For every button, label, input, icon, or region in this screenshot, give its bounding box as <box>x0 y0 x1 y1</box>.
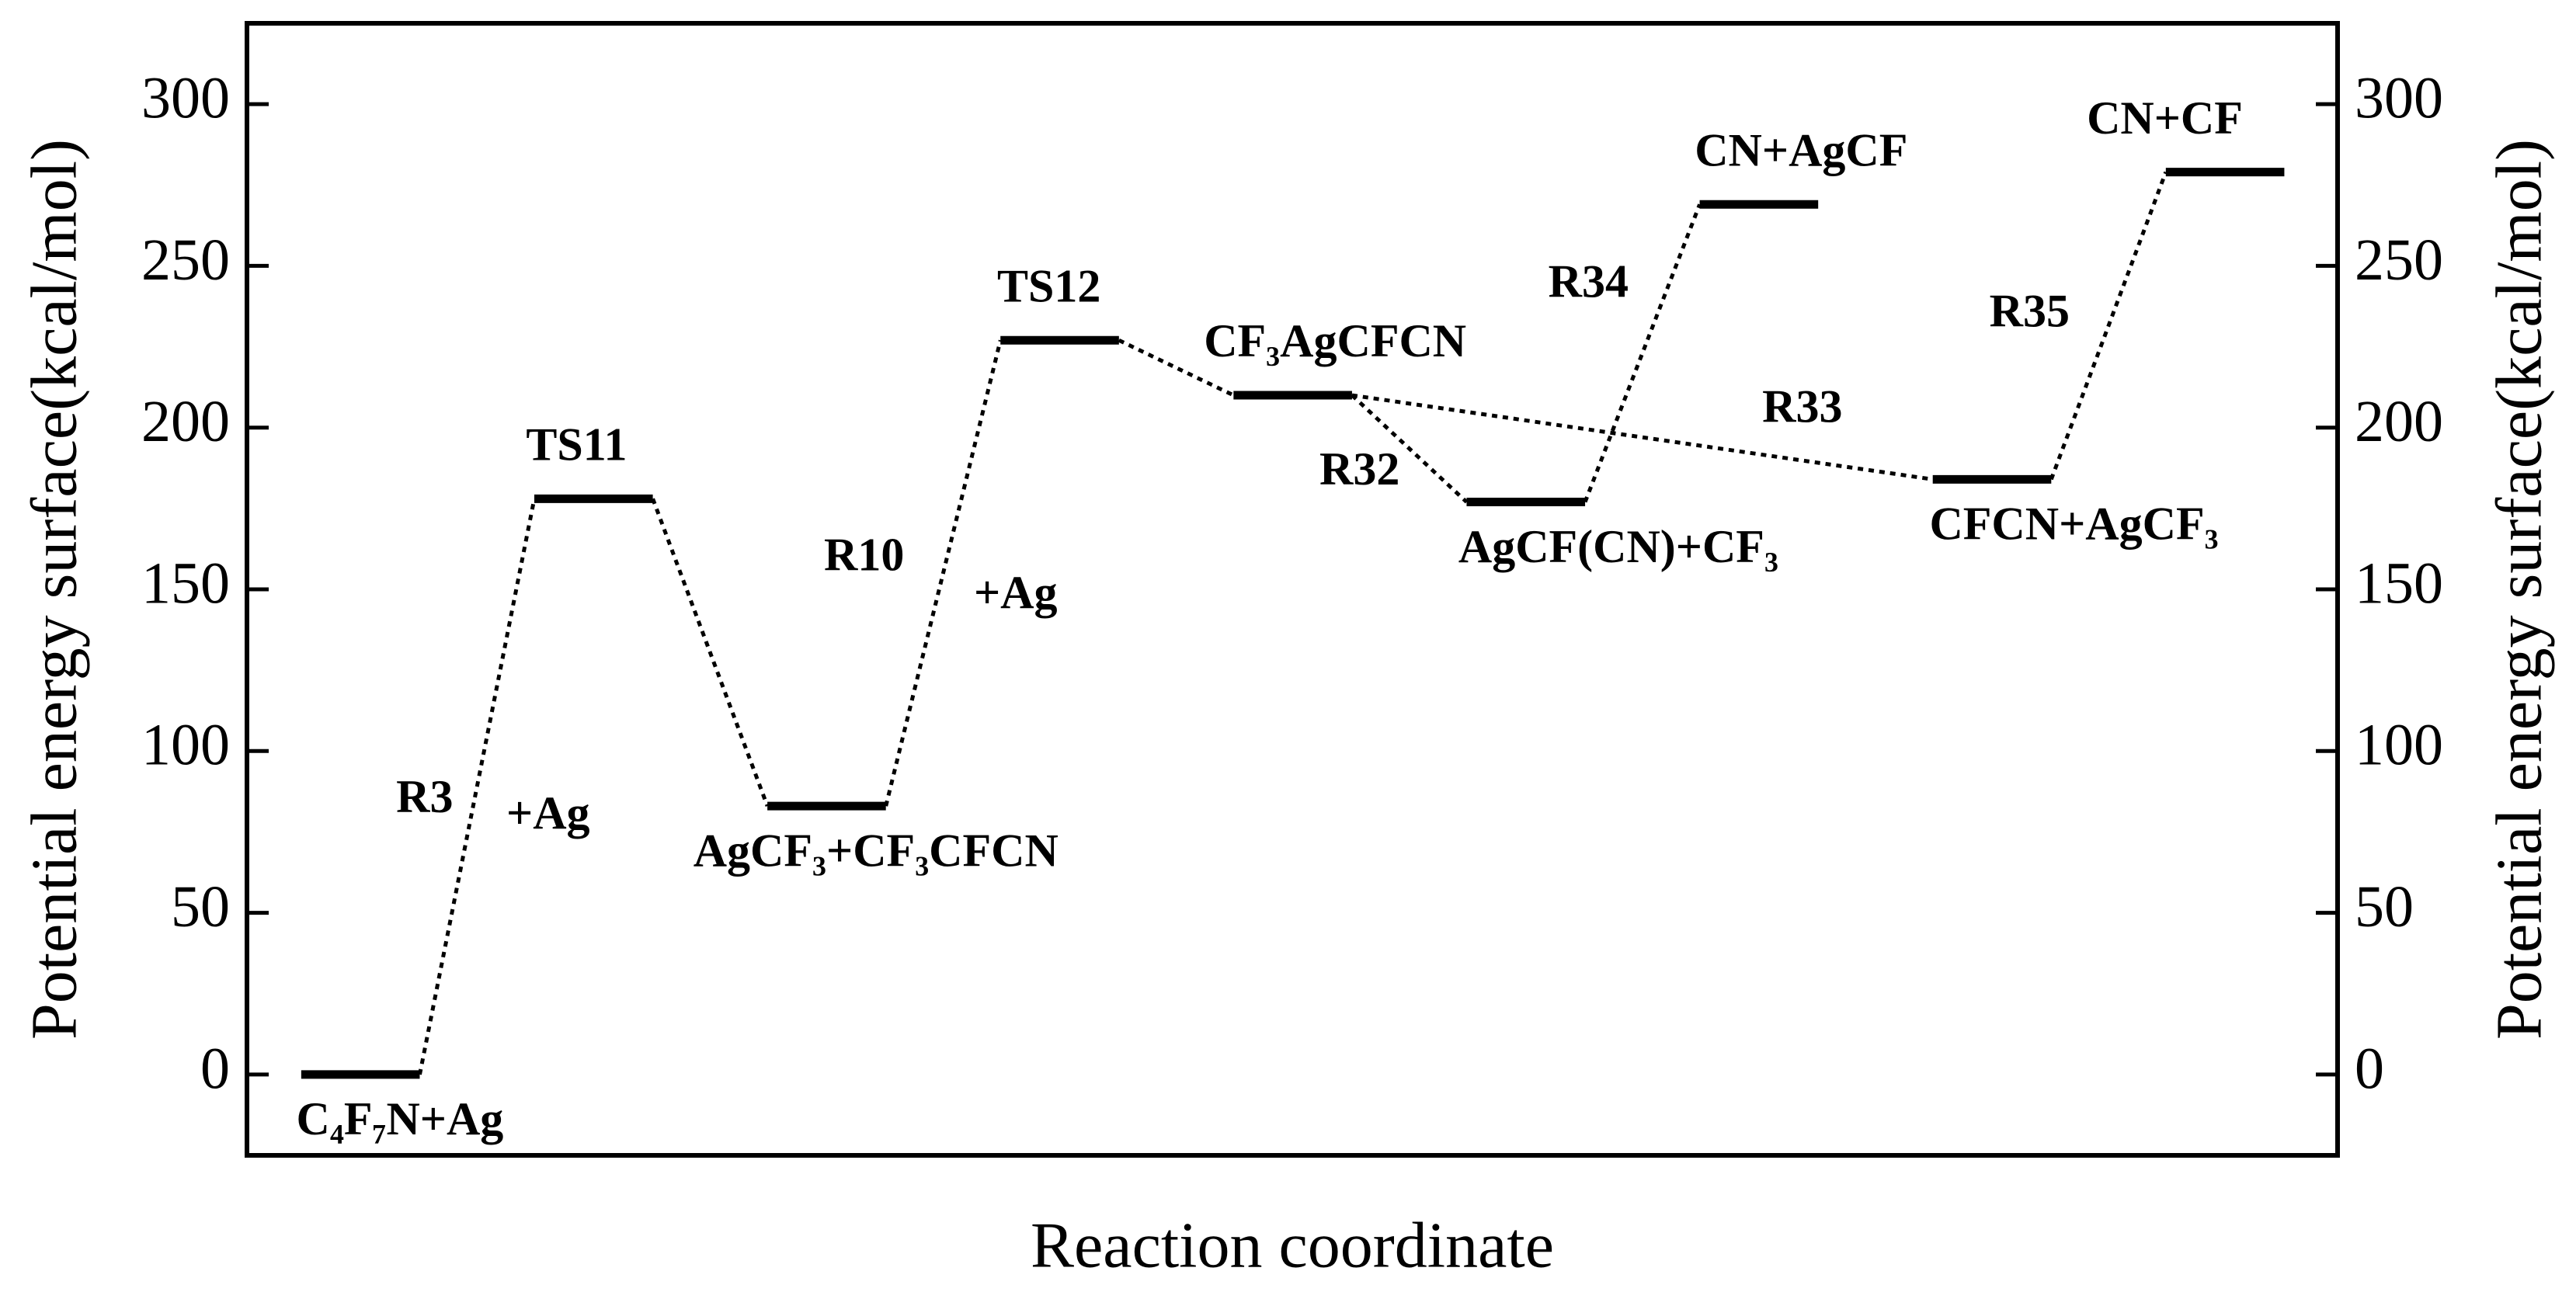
connector <box>1583 203 1702 503</box>
reaction-label: R33 <box>1762 381 1842 432</box>
y2-tick-label: 50 <box>2355 874 2414 940</box>
reaction-label: +Ag <box>974 567 1058 618</box>
level-label: C₄F₇N+Ag <box>297 1093 504 1144</box>
level-label: TS11 <box>526 419 627 471</box>
connector <box>418 498 537 1075</box>
level-label: CFCN+AgCF₃ <box>1929 498 2218 550</box>
level-label: CN+AgCF <box>1695 124 1907 175</box>
reaction-label: R10 <box>824 529 904 580</box>
connector <box>2049 171 2168 481</box>
y2-tick-label: 300 <box>2355 66 2443 131</box>
y-tick-label: 200 <box>141 389 230 454</box>
reaction-label: R35 <box>1990 286 2070 337</box>
y-tick-label: 150 <box>141 551 230 616</box>
reaction-label: R32 <box>1319 443 1399 495</box>
y-tick-label: 100 <box>141 713 230 778</box>
y2-tick-label: 0 <box>2355 1036 2384 1101</box>
reaction-label: +Ag <box>506 787 590 839</box>
y2-tick-label: 250 <box>2355 227 2443 293</box>
plot-frame <box>245 21 2340 1158</box>
y-axis-title: Potential energy surface(kcal/mol) <box>18 139 90 1040</box>
y-tick-label: 300 <box>141 66 230 131</box>
connector <box>884 339 1003 807</box>
level-label: CN+CF <box>2087 92 2243 144</box>
y2-axis-title: Potential energy surface(kcal/mol) <box>2483 139 2555 1040</box>
y2-tick-label: 100 <box>2355 713 2443 778</box>
level-label: AgCF₃+CF₃CFCN <box>694 825 1059 876</box>
y-tick-label: 0 <box>200 1036 230 1101</box>
x-axis-title: Reaction coordinate <box>1031 1209 1554 1281</box>
y2-tick-label: 200 <box>2355 389 2443 454</box>
y-tick-label: 50 <box>171 874 230 940</box>
y2-tick-label: 150 <box>2355 551 2443 616</box>
connector <box>651 498 770 807</box>
level-label: AgCF(CN)+CF₃ <box>1458 521 1778 572</box>
y-tick-label: 250 <box>141 227 230 293</box>
reaction-label: R3 <box>396 771 453 822</box>
connector <box>1351 394 1469 504</box>
level-label: TS12 <box>997 260 1100 311</box>
level-label: CF₃AgCFCN <box>1204 315 1466 366</box>
connector <box>1351 393 1934 481</box>
reaction-label: R34 <box>1549 256 1629 307</box>
